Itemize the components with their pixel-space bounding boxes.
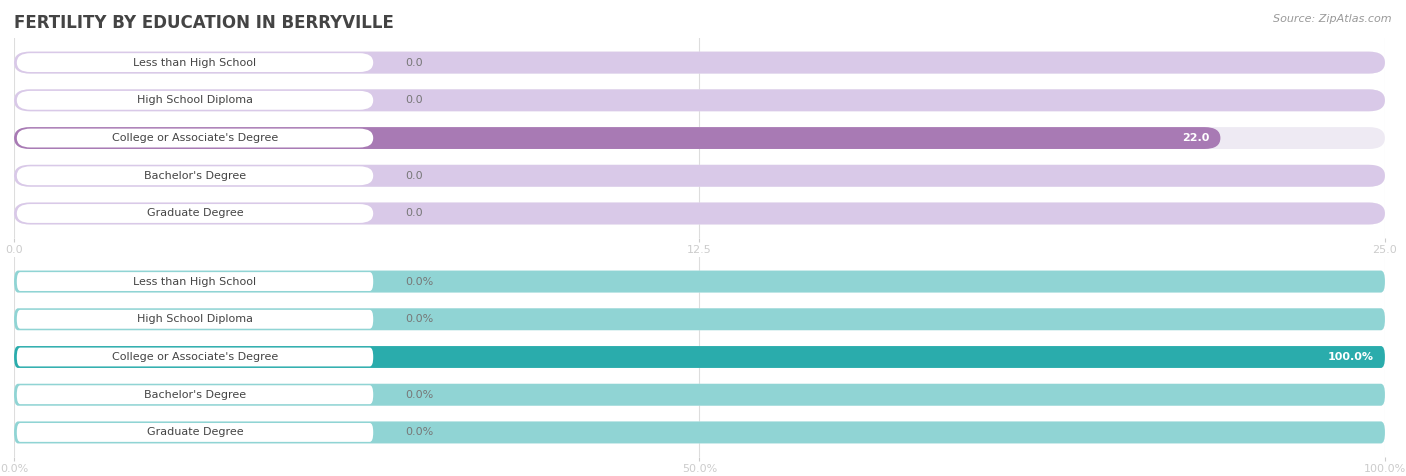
Text: Graduate Degree: Graduate Degree	[146, 208, 243, 218]
Text: Bachelor's Degree: Bachelor's Degree	[143, 390, 246, 400]
FancyBboxPatch shape	[14, 308, 1385, 330]
Text: 0.0: 0.0	[405, 95, 422, 105]
FancyBboxPatch shape	[14, 127, 1385, 149]
Text: Less than High School: Less than High School	[134, 277, 256, 287]
FancyBboxPatch shape	[14, 89, 1385, 111]
FancyBboxPatch shape	[17, 347, 373, 367]
FancyBboxPatch shape	[17, 53, 373, 72]
FancyBboxPatch shape	[14, 271, 1385, 292]
FancyBboxPatch shape	[14, 203, 1385, 224]
FancyBboxPatch shape	[14, 346, 1385, 368]
Text: Bachelor's Degree: Bachelor's Degree	[143, 171, 246, 181]
FancyBboxPatch shape	[14, 346, 1385, 368]
FancyBboxPatch shape	[14, 127, 1220, 149]
Text: 0.0: 0.0	[405, 208, 422, 218]
FancyBboxPatch shape	[17, 166, 373, 185]
FancyBboxPatch shape	[17, 385, 373, 404]
Text: 0.0%: 0.0%	[405, 390, 433, 400]
Text: College or Associate's Degree: College or Associate's Degree	[112, 352, 278, 362]
FancyBboxPatch shape	[14, 165, 1385, 187]
FancyBboxPatch shape	[14, 52, 1385, 73]
Text: 100.0%: 100.0%	[1327, 352, 1374, 362]
FancyBboxPatch shape	[14, 422, 1385, 443]
FancyBboxPatch shape	[14, 89, 1385, 111]
Text: 0.0%: 0.0%	[405, 427, 433, 437]
FancyBboxPatch shape	[14, 384, 1385, 406]
FancyBboxPatch shape	[14, 271, 1385, 292]
Text: Graduate Degree: Graduate Degree	[146, 427, 243, 437]
FancyBboxPatch shape	[14, 384, 1385, 406]
Text: High School Diploma: High School Diploma	[136, 95, 253, 105]
FancyBboxPatch shape	[14, 422, 1385, 443]
FancyBboxPatch shape	[14, 308, 1385, 330]
Text: FERTILITY BY EDUCATION IN BERRYVILLE: FERTILITY BY EDUCATION IN BERRYVILLE	[14, 14, 394, 32]
Text: 0.0%: 0.0%	[405, 314, 433, 324]
FancyBboxPatch shape	[17, 91, 373, 110]
Text: Less than High School: Less than High School	[134, 58, 256, 68]
FancyBboxPatch shape	[14, 203, 1385, 224]
Text: Source: ZipAtlas.com: Source: ZipAtlas.com	[1274, 14, 1392, 24]
Text: High School Diploma: High School Diploma	[136, 314, 253, 324]
FancyBboxPatch shape	[14, 52, 1385, 73]
Text: College or Associate's Degree: College or Associate's Degree	[112, 133, 278, 143]
FancyBboxPatch shape	[17, 204, 373, 223]
Text: 0.0%: 0.0%	[405, 277, 433, 287]
Text: 0.0: 0.0	[405, 58, 422, 68]
FancyBboxPatch shape	[17, 423, 373, 442]
FancyBboxPatch shape	[17, 272, 373, 291]
FancyBboxPatch shape	[14, 165, 1385, 187]
FancyBboxPatch shape	[17, 129, 373, 148]
Text: 22.0: 22.0	[1182, 133, 1209, 143]
FancyBboxPatch shape	[17, 310, 373, 329]
Text: 0.0: 0.0	[405, 171, 422, 181]
